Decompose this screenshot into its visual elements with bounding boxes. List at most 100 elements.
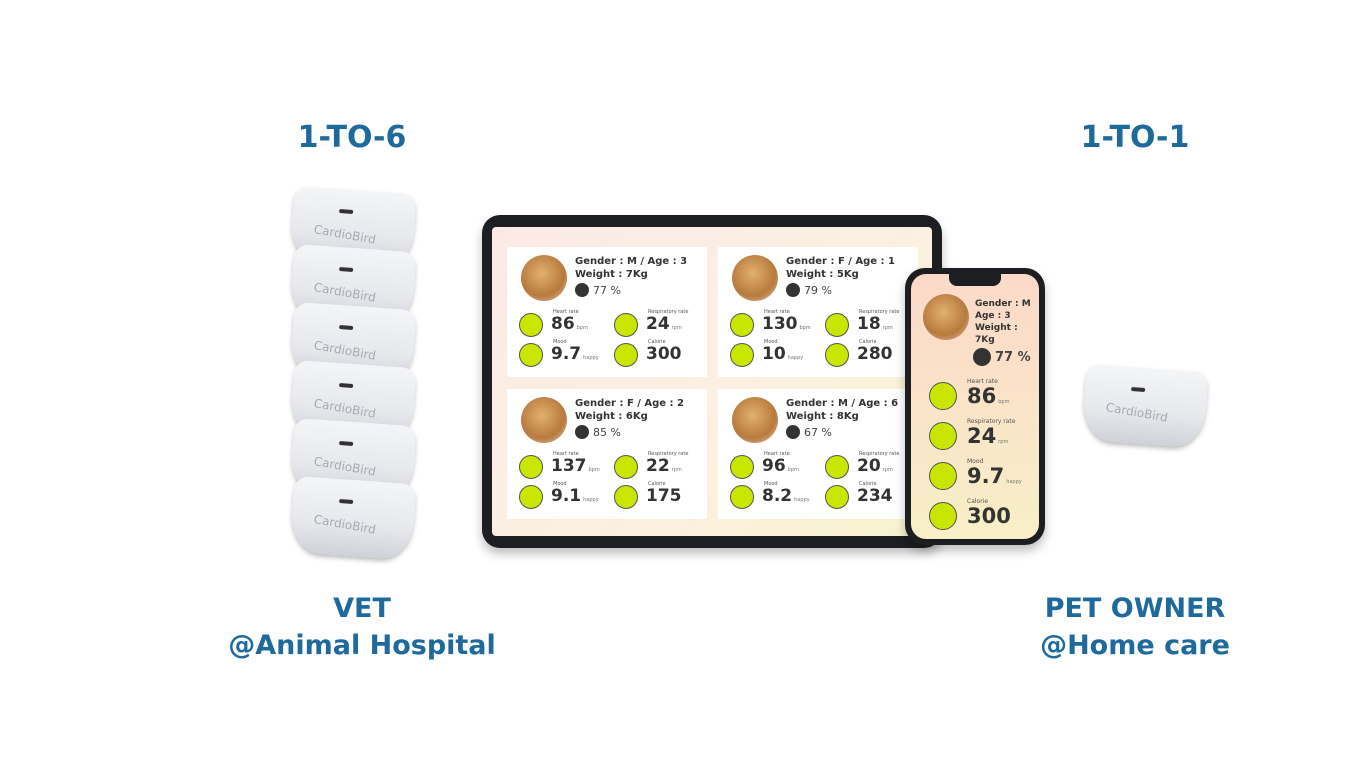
metric-value: 86 bpm xyxy=(551,314,588,334)
weight: Weight : 7Kg xyxy=(575,269,648,280)
weight: Weight : 8Kg xyxy=(786,411,859,422)
metric-label: Calorie xyxy=(859,481,877,487)
metric-value: 96 bpm xyxy=(762,456,799,476)
metric-mood: Mood 9.1 happy xyxy=(519,481,614,511)
lungs-icon xyxy=(825,313,849,337)
metric-heart-rate: Heart rate 96 bpm xyxy=(730,451,825,481)
percent-value: 77 % xyxy=(995,349,1031,365)
metric-respiratory-rate: Respiratory rate 24 rpm xyxy=(929,418,1029,454)
metric-value: 175 xyxy=(646,486,682,506)
metric-mood: Mood 8.2 happy xyxy=(730,481,825,511)
pet-avatar xyxy=(521,255,567,301)
metric-label: Mood xyxy=(764,481,778,487)
age: Age : 3 xyxy=(975,311,1011,321)
clipboard-icon xyxy=(519,343,543,367)
device-brand: CardioBird xyxy=(312,512,377,537)
flame-icon xyxy=(614,343,638,367)
percent-value: 67 % xyxy=(804,425,832,439)
metric-label: Respiratory rate xyxy=(859,309,900,315)
phone-screen: Gender : M Age : 3 Weight : 7Kg 77 % Hea… xyxy=(911,274,1039,539)
pet-info: Gender : M Age : 3 Weight : 7Kg xyxy=(975,298,1039,346)
weight: Weight : 7Kg xyxy=(975,323,1018,345)
metric-heart-rate: Heart rate 130 bpm xyxy=(730,309,825,339)
metric-value: 137 bpm xyxy=(551,456,600,476)
pet-card[interactable]: Gender : F / Age : 1 Weight : 5Kg 79 % Hear… xyxy=(718,247,918,377)
metric-mood: Mood 10 happy xyxy=(730,339,825,369)
left-caption: VET @Animal Hospital xyxy=(182,590,542,664)
lungs-icon xyxy=(614,455,638,479)
metric-heart-rate: Heart rate 86 bpm xyxy=(519,309,614,339)
metric-calorie: Calorie 175 xyxy=(614,481,709,511)
animal-hospital-label: @Animal Hospital xyxy=(228,630,496,661)
clipboard-icon xyxy=(519,485,543,509)
metric-value: 20 rpm xyxy=(857,456,893,476)
gender-age: Gender : M / Age : 3 xyxy=(575,256,688,267)
metric-label: Mood xyxy=(967,458,984,465)
flame-icon xyxy=(825,343,849,367)
metric-label: Heart rate xyxy=(764,451,790,457)
metric-calorie: Calorie 234 xyxy=(825,481,920,511)
pet-avatar xyxy=(732,255,778,301)
metric-value: 10 happy xyxy=(762,344,804,364)
clipboard-icon xyxy=(929,462,957,490)
lungs-icon xyxy=(614,313,638,337)
metric-respiratory-rate: Respiratory rate 22 rpm xyxy=(614,451,709,481)
device-brand: CardioBird xyxy=(312,454,377,479)
clipboard-icon xyxy=(730,485,754,509)
metric-respiratory-rate: Respiratory rate 24 rpm xyxy=(614,309,709,339)
cardiobird-device: CardioBird xyxy=(1081,363,1209,449)
metric-label: Calorie xyxy=(967,498,989,505)
metric-value: 300 xyxy=(967,504,1011,528)
pet-info: Gender : M / Age : 3 Weight : 7Kg xyxy=(575,255,687,281)
tablet: Gender : M / Age : 3 Weight : 7Kg 77 % Hear… xyxy=(482,215,942,548)
gender-age: Gender : M / Age : 6 xyxy=(786,398,899,409)
pet-info: Gender : M / Age : 6 Weight : 8Kg xyxy=(786,397,898,423)
heart-icon xyxy=(929,382,957,410)
device-brand: CardioBird xyxy=(312,222,377,247)
link-icon xyxy=(786,425,800,439)
heart-icon xyxy=(519,313,543,337)
metric-respiratory-rate: Respiratory rate 20 rpm xyxy=(825,451,920,481)
metric-label: Heart rate xyxy=(764,309,790,315)
left-title: 1-TO-6 xyxy=(297,120,407,155)
metric-label: Heart rate xyxy=(967,378,998,385)
vet-label: VET xyxy=(333,593,391,624)
metric-mood: Mood 9.7 happy xyxy=(929,458,1029,494)
gender-age: Gender : F / Age : 2 xyxy=(575,398,684,409)
percent: 85 % xyxy=(575,425,621,439)
device-brand: CardioBird xyxy=(312,338,377,363)
pet-card[interactable]: Gender : M / Age : 6 Weight : 8Kg 67 % Hear… xyxy=(718,389,918,519)
heart-icon xyxy=(730,455,754,479)
percent: 67 % xyxy=(786,425,832,439)
flame-icon xyxy=(929,502,957,530)
cardiobird-device: CardioBird xyxy=(289,475,417,561)
percent-value: 77 % xyxy=(593,283,621,297)
metric-calorie: Calorie 300 xyxy=(929,498,1029,534)
phone: Gender : M Age : 3 Weight : 7Kg 77 % Hea… xyxy=(905,268,1045,545)
metric-label: Heart rate xyxy=(553,451,579,457)
pet-card[interactable]: Gender : M / Age : 3 Weight : 7Kg 77 % Hear… xyxy=(507,247,707,377)
weight: Weight : 5Kg xyxy=(786,269,859,280)
metric-value: 24 rpm xyxy=(646,314,682,334)
tablet-screen: Gender : M / Age : 3 Weight : 7Kg 77 % Hear… xyxy=(492,227,932,536)
pet-avatar xyxy=(732,397,778,443)
link-icon xyxy=(575,425,589,439)
pet-info: Gender : F / Age : 2 Weight : 6Kg xyxy=(575,397,684,423)
percent-value: 79 % xyxy=(804,283,832,297)
device-brand: CardioBird xyxy=(312,280,377,305)
home-care-label: @Home care xyxy=(1040,630,1230,661)
metric-value: 9.7 happy xyxy=(967,464,1022,488)
link-icon xyxy=(575,283,589,297)
flame-icon xyxy=(825,485,849,509)
percent: 77 % xyxy=(973,348,1031,366)
pet-card[interactable]: Gender : F / Age : 2 Weight : 6Kg 85 % Hear… xyxy=(507,389,707,519)
metric-value: 8.2 happy xyxy=(762,486,810,506)
percent: 77 % xyxy=(575,283,621,297)
metric-value: 280 xyxy=(857,344,893,364)
pet-info: Gender : F / Age : 1 Weight : 5Kg xyxy=(786,255,895,281)
metric-label: Mood xyxy=(553,481,567,487)
gender: Gender : M xyxy=(975,299,1031,309)
metric-value: 9.7 happy xyxy=(551,344,599,364)
metric-label: Calorie xyxy=(648,481,666,487)
device-brand: CardioBird xyxy=(312,396,377,421)
